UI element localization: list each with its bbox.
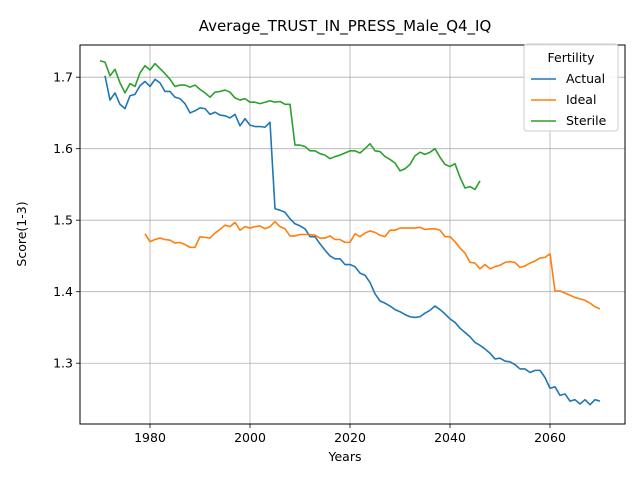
x-tick-label: 2040 (434, 430, 466, 445)
x-tick-label: 1980 (134, 430, 166, 445)
x-tick-label: 2000 (234, 430, 266, 445)
series-line-ideal (144, 220, 601, 310)
y-tick-label: 1.7 (53, 70, 73, 85)
y-tick-label: 1.5 (53, 213, 73, 228)
plot-frame (79, 44, 626, 425)
legend-title: Fertility (548, 50, 596, 65)
chart-title: Average_TRUST_IN_PRESS_Male_Q4_IQ (199, 17, 492, 36)
y-tick-label: 1.4 (53, 284, 73, 299)
legend-items: Actual Ideal Sterile (531, 71, 607, 128)
legend-label-ideal: Ideal (566, 92, 596, 107)
legend: Fertility Actual Ideal Sterile (523, 43, 619, 132)
legend-box (523, 43, 619, 132)
x-tick-label: 2060 (534, 430, 566, 445)
legend-label-actual: Actual (566, 71, 605, 86)
axis-ticks: 1980 2000 2020 2040 2060 1.3 1.4 1.5 1.6 1.7 (53, 70, 566, 445)
legend-label-sterile: Sterile (566, 113, 607, 128)
series-line-actual (104, 75, 601, 406)
y-axis-label: Score(1-3) (14, 201, 29, 266)
series-lines (99, 59, 601, 406)
series-line-sterile (99, 59, 481, 191)
x-axis-label: Years (328, 449, 362, 464)
y-tick-label: 1.6 (53, 141, 73, 156)
x-tick-label: 2020 (334, 430, 366, 445)
y-tick-label: 1.3 (53, 356, 73, 371)
